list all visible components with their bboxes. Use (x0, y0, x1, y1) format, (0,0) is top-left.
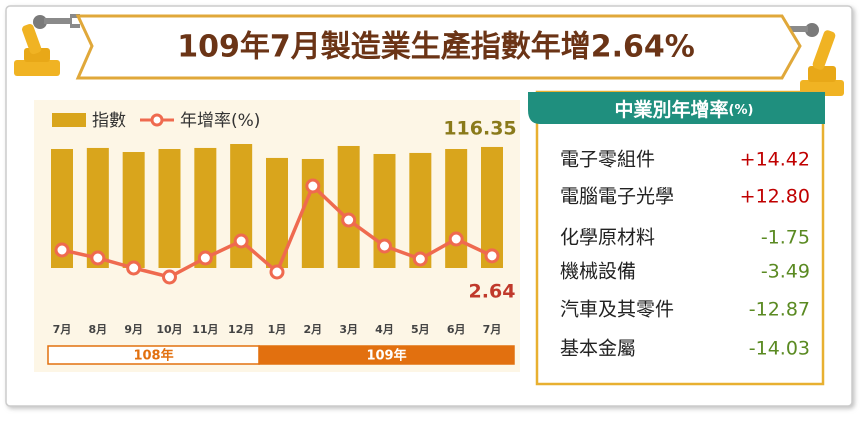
bar (445, 148, 468, 268)
value-label: 2.64 (469, 281, 516, 303)
line-point (162, 269, 177, 285)
row-name: 化學原材料 (560, 227, 655, 249)
bar (337, 145, 360, 268)
line-point (233, 233, 249, 249)
row-value: +14.42 (740, 149, 810, 171)
x-tick-label: 11月 (192, 323, 218, 336)
line-point (305, 178, 321, 194)
x-tick-label: 1月 (268, 323, 287, 336)
panel-rows: 電子零組件 +14.42 電腦電子光學 +12.80 化學原材料 -1.75 機械設備 -3.… (560, 149, 810, 360)
legend-label: 指數 (92, 111, 126, 131)
line-point (377, 238, 392, 254)
row-value: +12.80 (740, 186, 810, 208)
legend-swatch (52, 113, 86, 127)
line-point (90, 250, 106, 266)
year-label: 109年 (366, 348, 406, 364)
year-band (258, 345, 515, 365)
value-label: 116.35 (443, 118, 516, 140)
x-tick-label: 7月 (483, 323, 502, 336)
line-point (341, 212, 357, 228)
bar (194, 147, 217, 268)
row-value: -1.75 (761, 227, 810, 249)
bar (158, 148, 181, 268)
x-tick-label: 4月 (375, 323, 394, 336)
bar (409, 152, 432, 268)
x-tick-label: 2月 (304, 323, 323, 336)
bar (51, 148, 73, 268)
x-tick-label: 7月 (53, 323, 72, 336)
line-point (412, 251, 428, 267)
row-name: 電子零組件 (560, 149, 655, 171)
panel-title: 中業別年增率(%) (615, 98, 754, 121)
chart: 116.35 2.64 指數 年增率(%) 7月 8月 9月 10月 11月 12月 1月 2月 3月 4… (47, 111, 517, 365)
x-tick-label: 5月 (411, 323, 430, 336)
row-name: 汽車及其零件 (560, 299, 674, 321)
row-name: 基本金屬 (560, 338, 636, 360)
row-value: -14.03 (749, 338, 810, 360)
panel-box (535, 90, 825, 386)
x-tick-label: 12月 (228, 323, 254, 336)
row-value: -12.87 (749, 299, 810, 321)
bar (122, 152, 145, 268)
row-value: -3.49 (761, 261, 810, 283)
line-point (54, 242, 70, 258)
robot-left (14, 14, 80, 76)
bar (301, 158, 324, 268)
line-point (269, 264, 285, 280)
x-tick-label: 3月 (339, 323, 358, 336)
panel-banner (528, 92, 825, 124)
bar (481, 146, 503, 268)
line-point (484, 248, 500, 264)
line-point (448, 231, 464, 247)
line-point (126, 260, 142, 276)
x-tick-label: 6月 (447, 323, 466, 336)
bar (86, 147, 109, 268)
line-point (197, 250, 213, 266)
bar (373, 153, 396, 268)
legend-label: 年增率(%) (180, 111, 260, 131)
panel-title-text: 中業別年增率 (615, 98, 729, 121)
legend-swatch (150, 113, 164, 127)
x-tick-label: 9月 (124, 323, 143, 336)
row-name: 機械設備 (560, 261, 636, 283)
panel-unit: (%) (729, 103, 754, 118)
x-tick-label: 10月 (156, 323, 182, 336)
year-label: 108年 (133, 348, 173, 364)
bar (266, 157, 288, 268)
row-name: 電腦電子光學 (560, 186, 674, 208)
x-tick-label: 8月 (89, 323, 108, 336)
header-title: 109年7月製造業生產指數年增2.64% (177, 30, 695, 65)
header-box (75, 14, 802, 80)
